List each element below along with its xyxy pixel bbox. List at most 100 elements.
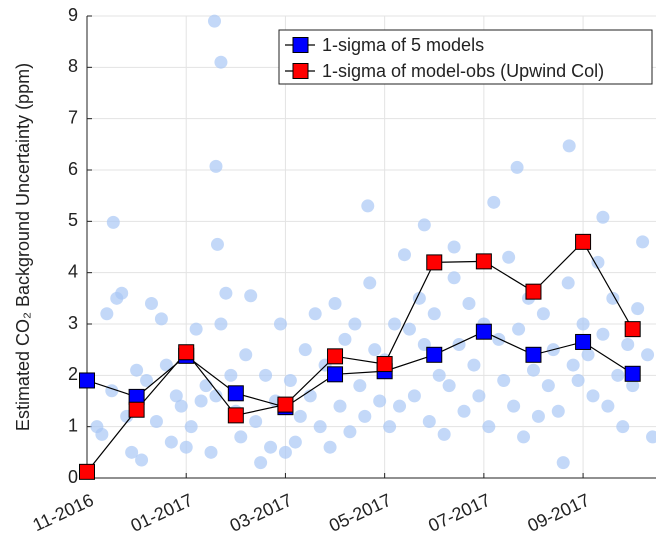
scatter-point	[288, 435, 302, 449]
x-tick-label: 09-2017	[524, 490, 592, 536]
scatter-point	[259, 368, 273, 382]
scatter-point	[467, 358, 481, 372]
scatter-point	[526, 363, 540, 377]
scatter-point	[239, 348, 253, 362]
scatter-point	[393, 399, 407, 413]
scatter-point	[536, 307, 550, 321]
scatter-point	[447, 240, 461, 254]
scatter-point	[209, 389, 223, 403]
scatter-point	[422, 415, 436, 429]
y-tick-label: 9	[68, 5, 78, 25]
scatter-point	[457, 404, 471, 418]
y-tick-label: 2	[68, 364, 78, 384]
scatter-point	[447, 271, 461, 285]
y-tick-label: 3	[68, 313, 78, 333]
scatter-point	[402, 322, 416, 336]
scatter-point	[204, 445, 218, 459]
scatter-point	[556, 456, 570, 470]
scatter-point	[343, 425, 357, 439]
scatter-point	[531, 409, 545, 423]
scatter-point	[462, 296, 476, 310]
legend-label: 1-sigma of model-obs (Upwind Col)	[322, 61, 604, 81]
x-tick-label: 07-2017	[425, 490, 493, 536]
marker	[327, 366, 344, 383]
marker	[178, 344, 195, 361]
scatter-point	[264, 440, 278, 454]
legend-marker	[292, 63, 309, 79]
scatter-point	[437, 427, 451, 441]
x-tick-label: 11-2016	[30, 490, 97, 535]
marker	[575, 333, 592, 350]
marker	[426, 254, 443, 271]
scatter-point	[149, 415, 163, 429]
scatter-point	[313, 420, 327, 434]
scatter-point	[616, 420, 630, 434]
scatter-point	[368, 343, 382, 357]
scatter-point	[492, 332, 506, 346]
legend-marker	[292, 37, 309, 53]
legend-label: 1-sigma of 5 models	[322, 35, 484, 55]
scatter-point	[164, 435, 178, 449]
marker	[575, 233, 592, 250]
marker	[227, 385, 244, 402]
y-tick-label: 7	[68, 107, 78, 127]
marker	[277, 396, 294, 413]
scatter-point	[140, 373, 154, 387]
scatter-point	[323, 440, 337, 454]
scatter-point	[517, 430, 531, 444]
scatter-point	[159, 358, 173, 372]
legend-box	[278, 29, 653, 85]
marker	[525, 283, 542, 300]
scatter-point	[209, 159, 223, 173]
scatter-point	[388, 317, 402, 331]
scatter-point	[338, 332, 352, 346]
marker	[525, 346, 542, 363]
scatter-point	[95, 427, 109, 441]
scatter-point	[373, 394, 387, 408]
marker	[376, 356, 393, 373]
y-tick-label: 8	[68, 56, 78, 76]
scatter-point	[169, 389, 183, 403]
marker	[128, 401, 145, 418]
scatter-point	[611, 368, 625, 382]
scatter-point	[636, 235, 650, 249]
scatter-point	[472, 389, 486, 403]
series-line	[86, 240, 634, 473]
scatter-point	[507, 399, 521, 413]
scatter-point	[482, 420, 496, 434]
scatter-point	[497, 373, 511, 387]
scatter-point	[512, 322, 526, 336]
scatter-point	[189, 322, 203, 336]
scatter-point	[115, 286, 129, 300]
scatter-point	[278, 445, 292, 459]
scatter-point	[135, 453, 149, 467]
scatter-point	[646, 430, 656, 444]
scatter-point	[207, 14, 221, 28]
scatter-point	[591, 255, 605, 269]
marker	[475, 253, 492, 270]
scatter-point	[293, 409, 307, 423]
scatter-point	[249, 415, 263, 429]
scatter-point	[283, 373, 297, 387]
scatter-point	[551, 404, 565, 418]
scatter-point	[358, 409, 372, 423]
scatter-point	[576, 317, 590, 331]
scatter-point	[106, 215, 120, 229]
marker	[426, 346, 443, 363]
marker	[79, 463, 95, 480]
scatter-point	[596, 210, 610, 224]
scatter-point	[210, 237, 224, 251]
scatter-point	[298, 343, 312, 357]
scatter-point	[199, 379, 213, 393]
scatter-point	[184, 420, 198, 434]
scatter-point	[432, 368, 446, 382]
x-tick-label: 01-2017	[128, 490, 196, 536]
y-tick-label: 0	[68, 467, 78, 487]
marker	[624, 365, 641, 382]
scatter-point	[194, 394, 208, 408]
marker	[624, 321, 641, 338]
marker	[79, 372, 95, 389]
scatter-point	[100, 307, 114, 321]
marker	[327, 348, 344, 365]
